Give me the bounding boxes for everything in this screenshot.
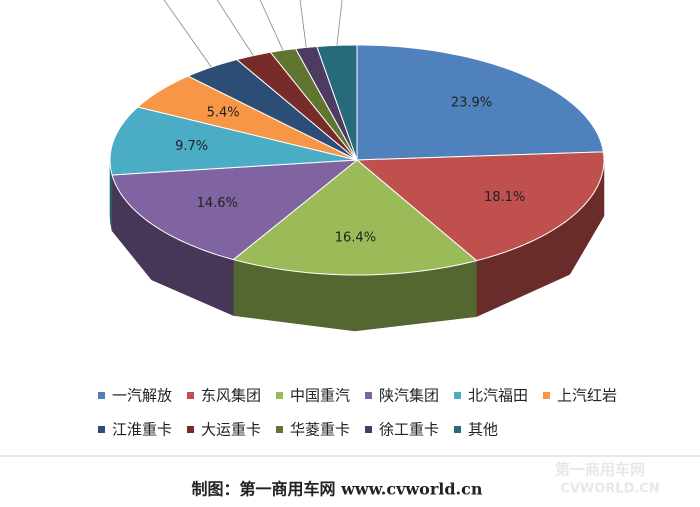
pie-slice	[269, 48, 358, 161]
legend-label: 上汽红岩	[557, 387, 617, 405]
legend-swatch	[276, 426, 283, 433]
legend-label: 大运重卡	[201, 421, 261, 439]
pie-slice	[294, 46, 358, 161]
data-label: 18.1%	[484, 190, 525, 205]
pie-slice	[232, 159, 478, 276]
legend-swatch	[454, 426, 461, 433]
data-label: 14.6%	[197, 196, 238, 211]
leader-line	[299, 0, 307, 48]
legend-swatch	[187, 426, 194, 433]
watermark: 第一商用车网	[555, 461, 645, 479]
leader-line	[336, 0, 343, 46]
legend-label: 一汽解放	[112, 387, 172, 405]
pie-slice	[136, 75, 358, 161]
legend-swatch	[454, 392, 461, 399]
legend-swatch	[365, 426, 372, 433]
legend-label: 其他	[468, 421, 498, 439]
watermark: CVWORLD.CN	[560, 482, 659, 497]
legend-label: 中国重汽	[290, 387, 350, 405]
legend-label: 东风集团	[201, 387, 261, 405]
data-label: 23.9%	[451, 95, 492, 110]
legend-label: 北汽福田	[468, 387, 528, 405]
footer: 制图：第一商用车网 www.cvworld.cn	[192, 480, 483, 499]
pie-slice	[109, 106, 358, 176]
pie-slice	[235, 51, 358, 161]
legend-swatch	[365, 392, 372, 399]
data-label: 5.4%	[207, 105, 240, 120]
pie-slice	[186, 59, 358, 161]
legend-swatch	[98, 426, 105, 433]
legend-swatch	[187, 392, 194, 399]
pie-slice	[355, 151, 605, 262]
pie-slice	[356, 44, 604, 161]
leader-line	[163, 0, 212, 68]
legend-label: 江淮重卡	[112, 421, 172, 439]
pie-slice	[111, 159, 359, 261]
leader-line	[259, 0, 284, 51]
pie-slice	[316, 44, 358, 161]
legend-label: 徐工重卡	[379, 421, 439, 439]
leader-line	[216, 0, 254, 56]
legend-swatch	[276, 392, 283, 399]
legend-label: 陕汽集团	[379, 387, 439, 405]
legend-swatch	[98, 392, 105, 399]
legend-label: 华菱重卡	[290, 421, 350, 439]
data-label: 16.4%	[335, 231, 376, 246]
data-label: 9.7%	[175, 139, 208, 154]
legend-swatch	[543, 392, 550, 399]
